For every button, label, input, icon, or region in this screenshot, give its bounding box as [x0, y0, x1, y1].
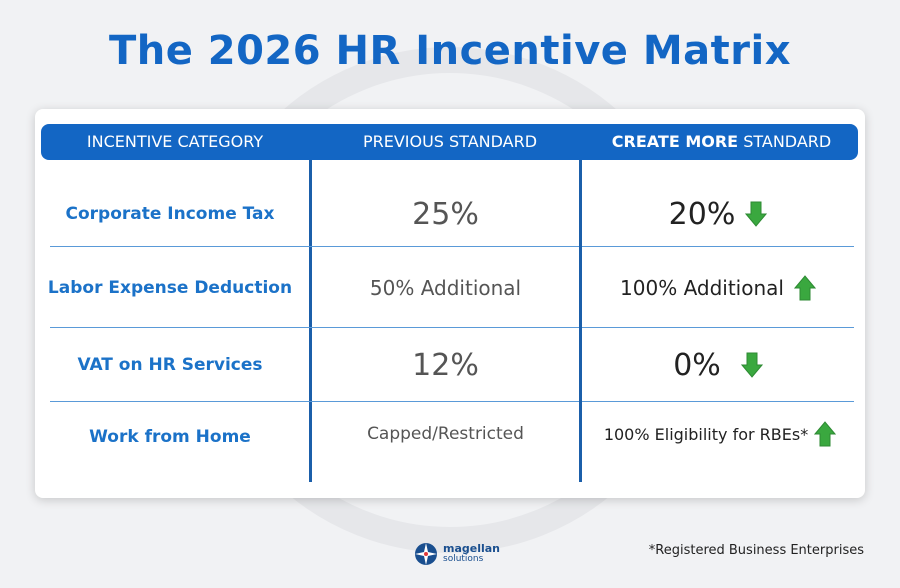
header-create-more-standard: CREATE MORE STANDARD: [585, 124, 858, 160]
new-value: 0%: [673, 347, 721, 383]
new-value-cell: 20%: [582, 181, 854, 247]
row-divider: [312, 327, 579, 328]
column-divider-1: [309, 160, 312, 482]
arrow-up-icon: [793, 275, 816, 301]
column-divider-2: [579, 160, 582, 482]
new-value: 20%: [668, 196, 736, 232]
arrow-down-icon: [745, 201, 768, 227]
row-divider: [582, 401, 854, 402]
previous-value: Capped/Restricted: [367, 424, 524, 444]
compass-icon: [415, 543, 437, 565]
incentive-table: INCENTIVE CATEGORY PREVIOUS STANDARD CRE…: [35, 109, 865, 498]
new-value-cell: 100% Additional: [582, 249, 854, 327]
category-work-from-home: Work from Home: [89, 427, 251, 447]
new-value-cell: 100% Eligibility for RBEs*: [582, 403, 858, 465]
category-corporate-income-tax: Corporate Income Tax: [65, 204, 275, 224]
row-divider: [50, 327, 312, 328]
logo-line-1: magellan: [443, 542, 501, 555]
row-divider: [50, 246, 312, 247]
category-labor-expense-deduction: Labor Expense Deduction: [47, 278, 293, 298]
magellan-logo: magellan solutions: [413, 541, 500, 567]
arrow-up-icon: [814, 421, 837, 447]
logo-text: magellan solutions: [443, 543, 500, 565]
new-value: 100% Eligibility for RBEs*: [603, 424, 809, 444]
new-value: 100% Additional: [620, 276, 784, 300]
table-header: INCENTIVE CATEGORY PREVIOUS STANDARD CRE…: [41, 124, 858, 160]
previous-value: 50% Additional: [369, 276, 522, 300]
row-divider: [312, 246, 579, 247]
logo-line-2: solutions: [443, 554, 484, 564]
previous-value: 12%: [412, 347, 479, 383]
header-previous-standard: PREVIOUS STANDARD: [362, 132, 538, 151]
row-divider: [582, 327, 854, 328]
category-vat-on-hr-services: VAT on HR Services: [77, 355, 263, 375]
row-divider: [50, 401, 312, 402]
row-divider: [582, 246, 854, 247]
footnote: *Registered Business Enterprises: [648, 543, 864, 558]
new-value-cell: 0%: [582, 329, 854, 401]
previous-value: 25%: [412, 196, 479, 232]
arrow-down-icon: [740, 352, 763, 378]
header-create-more-bold: CREATE MORE: [611, 132, 739, 151]
header-incentive-category: INCENTIVE CATEGORY: [86, 132, 264, 151]
row-divider: [312, 401, 579, 402]
header-standard-text: STANDARD: [738, 132, 832, 151]
page-title: The 2026 HR Incentive Matrix: [108, 28, 792, 74]
